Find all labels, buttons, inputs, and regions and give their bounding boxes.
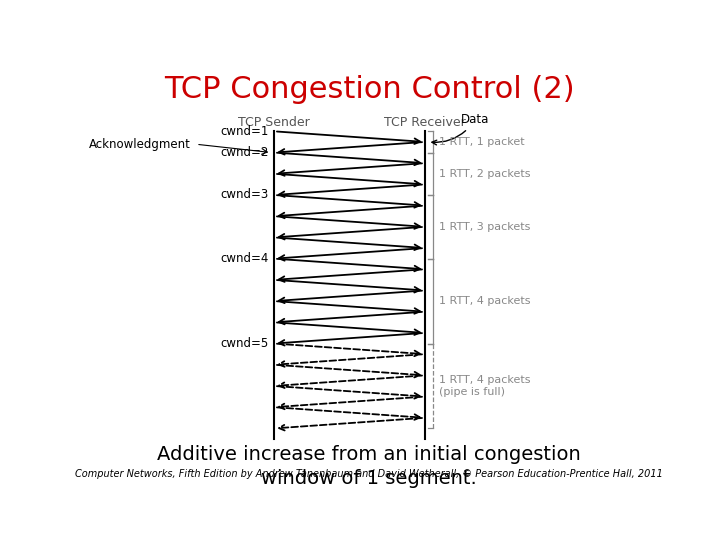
Text: 1 RTT, 1 packet: 1 RTT, 1 packet [438, 137, 524, 147]
Text: Acknowledgment: Acknowledgment [89, 138, 190, 151]
Text: TCP Sender: TCP Sender [238, 116, 310, 129]
Text: Computer Networks, Fifth Edition by Andrew Tanenbaum and David Wetherall, © Pear: Computer Networks, Fifth Edition by Andr… [75, 469, 663, 478]
Text: cwnd=2: cwnd=2 [220, 146, 269, 159]
Text: Additive increase from an initial congestion
window of 1 segment.: Additive increase from an initial conges… [157, 446, 581, 488]
Text: TCP Congestion Control (2): TCP Congestion Control (2) [163, 75, 575, 104]
Text: cwnd=4: cwnd=4 [220, 252, 269, 265]
Text: cwnd=3: cwnd=3 [220, 188, 269, 201]
Text: Data: Data [432, 113, 490, 145]
Text: TCP Receiver: TCP Receiver [384, 116, 466, 129]
Text: cwnd=1: cwnd=1 [220, 125, 269, 138]
Text: 1 RTT, 4 packets: 1 RTT, 4 packets [438, 296, 530, 306]
Text: 1 RTT, 4 packets
(pipe is full): 1 RTT, 4 packets (pipe is full) [438, 375, 530, 397]
Text: cwnd=5: cwnd=5 [220, 337, 269, 350]
Text: 1 RTT, 2 packets: 1 RTT, 2 packets [438, 169, 530, 179]
Text: 1 RTT, 3 packets: 1 RTT, 3 packets [438, 222, 530, 232]
